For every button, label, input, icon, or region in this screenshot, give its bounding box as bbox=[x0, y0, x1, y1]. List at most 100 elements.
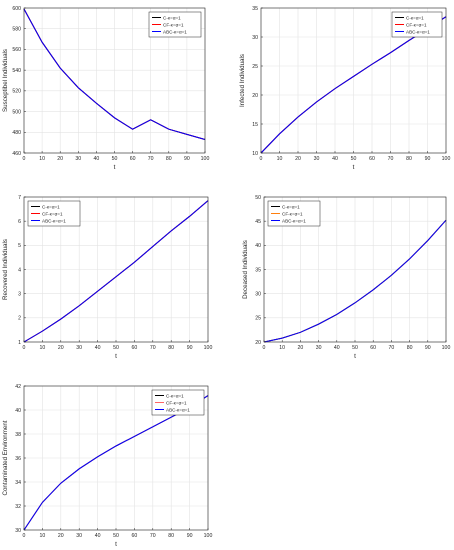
y-tick-label: 20 bbox=[255, 340, 261, 346]
x-tick-label: 20 bbox=[58, 533, 64, 539]
x-tick-label: 90 bbox=[425, 345, 431, 351]
chart-panel-1: 0 10 20 30 40 50 60 70 80 90 100 460 480 500 520 540 560… bbox=[2, 6, 209, 171]
x-axis-label: t bbox=[115, 353, 117, 360]
legend-label-3: ABC-κ=α=1 bbox=[42, 218, 66, 223]
x-tick-label: 80 bbox=[406, 156, 412, 162]
y-tick-label: 10 bbox=[252, 151, 258, 157]
y-tick-label: 30 bbox=[255, 291, 261, 297]
legend-label-2: CF-κ=α=1 bbox=[42, 211, 63, 216]
y-tick-label: 3 bbox=[18, 291, 21, 297]
y-tick-label: 540 bbox=[12, 68, 21, 74]
x-tick-label: 10 bbox=[277, 156, 283, 162]
y-tick-label: 40 bbox=[15, 408, 21, 414]
x-tick-label: 100 bbox=[442, 345, 451, 351]
x-tick-label: 50 bbox=[113, 533, 119, 539]
x-tick-label: 80 bbox=[168, 533, 174, 539]
chart-panel-5: 0 10 20 30 40 50 60 70 80 90 100 30 32 34 36 38 40 42 t Con… bbox=[2, 384, 212, 548]
x-tick-label: 70 bbox=[150, 345, 156, 351]
legend-label-3: ABC-κ=α=1 bbox=[166, 407, 190, 412]
y-tick-label: 45 bbox=[255, 219, 261, 225]
y-tick-label: 32 bbox=[15, 504, 21, 510]
x-tick-label: 40 bbox=[334, 345, 340, 351]
x-tick-label: 80 bbox=[168, 345, 174, 351]
x-tick-label: 90 bbox=[187, 345, 193, 351]
legend: C-κ=α=1 CF-κ=α=1 ABC-κ=α=1 bbox=[391, 11, 443, 38]
y-tick-label: 4 bbox=[18, 267, 21, 273]
x-tick-label: 10 bbox=[39, 156, 45, 162]
y-tick-label: 25 bbox=[255, 316, 261, 322]
x-tick-label: 70 bbox=[148, 156, 154, 162]
y-tick-label: 580 bbox=[12, 27, 21, 33]
x-tick-label: 10 bbox=[40, 345, 46, 351]
y-axis-label: Contaminated Environment bbox=[2, 420, 9, 495]
x-tick-label: 20 bbox=[295, 156, 301, 162]
x-tick-label: 0 bbox=[23, 156, 26, 162]
x-tick-label: 90 bbox=[184, 156, 190, 162]
x-tick-label: 40 bbox=[94, 156, 100, 162]
y-tick-label: 460 bbox=[12, 151, 21, 157]
x-tick-label: 10 bbox=[40, 533, 46, 539]
legend-label-1: C-κ=α=1 bbox=[282, 204, 300, 209]
x-tick-label: 70 bbox=[388, 156, 394, 162]
y-tick-label: 500 bbox=[12, 109, 21, 115]
x-tick-label: 70 bbox=[150, 533, 156, 539]
legend: C-κ=α=1 CF-κ=α=1 ABC-κ=α=1 bbox=[267, 200, 321, 227]
y-tick-label: 480 bbox=[12, 130, 21, 136]
x-axis-label: t bbox=[114, 164, 116, 171]
y-tick-label: 7 bbox=[18, 195, 21, 201]
x-tick-label: 30 bbox=[316, 345, 322, 351]
series-line-3 bbox=[23, 8, 206, 141]
y-axis-label: Infected Individuals bbox=[239, 54, 246, 107]
y-tick-label: 600 bbox=[12, 6, 21, 12]
legend: C-κ=α=1 CF-κ=α=1 ABC-κ=α=1 bbox=[148, 11, 202, 38]
x-tick-label: 20 bbox=[58, 345, 64, 351]
legend: C-κ=α=1 CF-κ=α=1 ABC-κ=α=1 bbox=[151, 389, 205, 416]
x-tick-label: 90 bbox=[187, 533, 193, 539]
y-axis-label: Recovered Individuals bbox=[2, 239, 9, 300]
x-axis-label: t bbox=[354, 353, 356, 360]
legend-label-1: C-κ=α=1 bbox=[166, 393, 184, 398]
legend: C-κ=α=1 CF-κ=α=1 ABC-κ=α=1 bbox=[27, 200, 81, 227]
y-tick-label: 5 bbox=[18, 243, 21, 249]
y-tick-label: 35 bbox=[252, 6, 258, 12]
y-tick-label: 50 bbox=[255, 195, 261, 201]
x-tick-label: 30 bbox=[76, 533, 82, 539]
x-tick-label: 60 bbox=[369, 156, 375, 162]
x-tick-label: 60 bbox=[132, 533, 138, 539]
y-tick-label: 2 bbox=[18, 316, 21, 322]
y-tick-label: 520 bbox=[12, 89, 21, 95]
legend-label-3: ABC-κ=α=1 bbox=[406, 29, 430, 34]
x-tick-label: 0 bbox=[260, 156, 263, 162]
x-tick-label: 60 bbox=[370, 345, 376, 351]
legend-label-2: CF-κ=α=1 bbox=[282, 211, 303, 216]
x-tick-label: 0 bbox=[23, 345, 26, 351]
x-tick-label: 20 bbox=[57, 156, 63, 162]
y-tick-label: 35 bbox=[255, 267, 261, 273]
x-axis-label: t bbox=[353, 164, 355, 171]
y-tick-label: 560 bbox=[12, 47, 21, 53]
y-tick-label: 42 bbox=[15, 384, 21, 390]
chart-panel-2: 0 10 20 30 40 50 60 70 80 90 100101520253035tInfec… bbox=[239, 6, 450, 171]
legend-label-1: C-κ=α=1 bbox=[406, 15, 424, 20]
x-tick-label: 40 bbox=[95, 533, 101, 539]
y-tick-label: 30 bbox=[15, 528, 21, 534]
x-tick-label: 30 bbox=[314, 156, 320, 162]
chart-panel-4: 0 10 20 30 40 50 60 70 80 90 100 20 25 30 35 40 45 50 t Dec… bbox=[242, 195, 450, 360]
y-axis-label: Susceptibel Individuals bbox=[2, 49, 9, 112]
x-tick-label: 60 bbox=[130, 156, 136, 162]
x-tick-label: 20 bbox=[298, 345, 304, 351]
x-tick-label: 100 bbox=[204, 345, 213, 351]
x-tick-label: 0 bbox=[263, 345, 266, 351]
series-line-3 bbox=[263, 219, 447, 343]
y-tick-label: 15 bbox=[252, 122, 258, 128]
y-tick-label: 6 bbox=[18, 219, 21, 225]
legend-label-2: CF-κ=α=1 bbox=[166, 400, 187, 405]
x-tick-label: 100 bbox=[201, 156, 210, 162]
legend-label-2: CF-κ=α=1 bbox=[406, 22, 427, 27]
y-tick-label: 36 bbox=[15, 456, 21, 462]
x-tick-label: 50 bbox=[351, 156, 357, 162]
x-tick-label: 50 bbox=[352, 345, 358, 351]
legend-label-2: CF-κ=α=1 bbox=[163, 22, 184, 27]
x-tick-label: 50 bbox=[112, 156, 118, 162]
